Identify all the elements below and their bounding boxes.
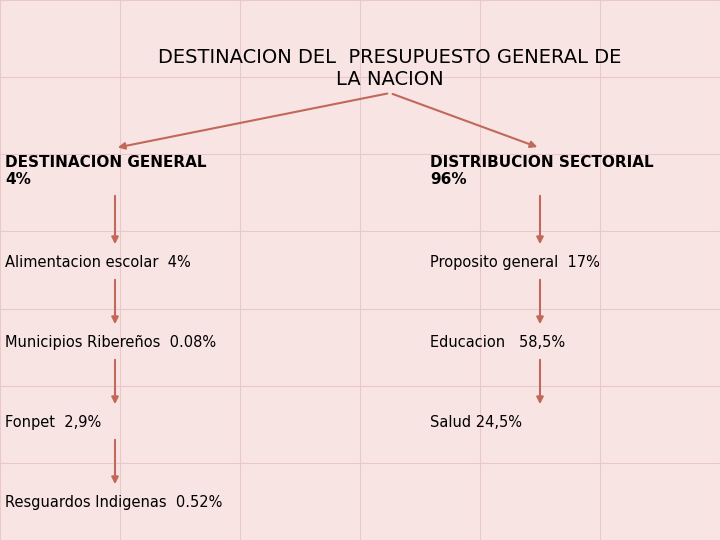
Text: Salud 24,5%: Salud 24,5%: [430, 415, 522, 430]
Text: DESTINACION GENERAL
4%: DESTINACION GENERAL 4%: [5, 155, 207, 187]
Text: Fonpet  2,9%: Fonpet 2,9%: [5, 415, 102, 430]
Text: Proposito general  17%: Proposito general 17%: [430, 255, 600, 270]
Text: Educacion   58,5%: Educacion 58,5%: [430, 335, 565, 350]
Text: DISTRIBUCION SECTORIAL
96%: DISTRIBUCION SECTORIAL 96%: [430, 155, 654, 187]
Text: Alimentacion escolar  4%: Alimentacion escolar 4%: [5, 255, 191, 270]
Text: Resguardos Indigenas  0.52%: Resguardos Indigenas 0.52%: [5, 495, 222, 510]
Text: Municipios Ribereños  0.08%: Municipios Ribereños 0.08%: [5, 335, 216, 350]
Text: DESTINACION DEL  PRESUPUESTO GENERAL DE
LA NACION: DESTINACION DEL PRESUPUESTO GENERAL DE L…: [158, 48, 621, 89]
